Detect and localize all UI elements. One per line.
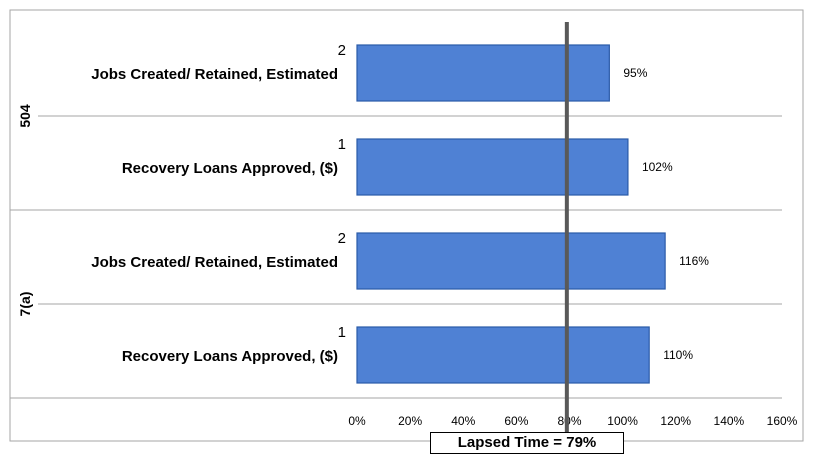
bar bbox=[356, 232, 666, 290]
x-tick-label: 40% bbox=[451, 414, 475, 428]
category-label: Jobs Created/ Retained, Estimated bbox=[91, 66, 338, 83]
x-tick-label: 80% bbox=[557, 414, 581, 428]
x-tick-label: 100% bbox=[607, 414, 638, 428]
rank-label: 2 bbox=[338, 42, 346, 59]
bar bbox=[356, 44, 610, 102]
x-tick-label: 20% bbox=[398, 414, 422, 428]
data-label: 110% bbox=[663, 348, 693, 362]
bar bbox=[356, 326, 650, 384]
x-tick-label: 60% bbox=[504, 414, 528, 428]
lapsed-time-label: Lapsed Time = 79% bbox=[430, 432, 624, 454]
rank-label: 1 bbox=[338, 324, 346, 341]
plot-frame bbox=[9, 9, 804, 442]
data-label: 102% bbox=[642, 160, 673, 174]
bar bbox=[356, 138, 629, 196]
x-tick-label: 120% bbox=[660, 414, 691, 428]
category-label: Recovery Loans Approved, ($) bbox=[122, 160, 338, 177]
category-label: Jobs Created/ Retained, Estimated bbox=[91, 254, 338, 271]
x-tick-label: 0% bbox=[348, 414, 366, 428]
data-label: 116% bbox=[679, 254, 709, 268]
grid-lines bbox=[10, 115, 782, 399]
category-label: Recovery Loans Approved, ($) bbox=[122, 348, 338, 365]
labels: 95%Jobs Created/ Retained, Estimated2102… bbox=[17, 42, 709, 365]
rank-label: 1 bbox=[338, 136, 346, 153]
x-tick-label: 140% bbox=[714, 414, 745, 428]
group-label: 7(a) bbox=[17, 292, 33, 317]
data-label: 95% bbox=[623, 66, 647, 80]
group-label: 504 bbox=[17, 104, 33, 128]
rank-label: 2 bbox=[338, 230, 346, 247]
bars bbox=[356, 44, 666, 384]
x-axis-ticks: 0% 20% 40% 60% 80% 100% 120% 140% 160% bbox=[348, 414, 797, 428]
x-tick-label: 160% bbox=[767, 414, 798, 428]
